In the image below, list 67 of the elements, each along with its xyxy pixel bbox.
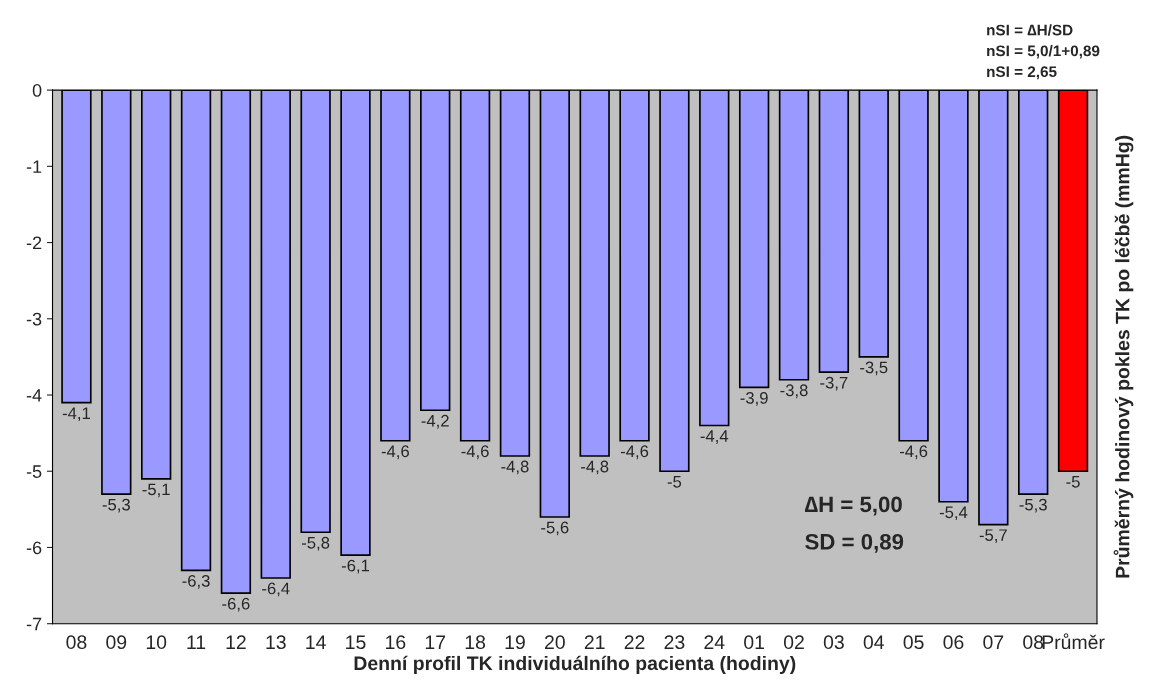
text: nSI = ∆H/SD	[987, 24, 1073, 36]
data-label: -6,6	[222, 597, 250, 612]
x-tick-label: 01	[744, 635, 765, 650]
data-label: -3,7	[820, 376, 848, 391]
data-label: -5	[667, 476, 682, 488]
data-label: -6,1	[341, 559, 370, 574]
data-label: -4,6	[381, 445, 409, 460]
data-label: -4,8	[581, 460, 609, 475]
y-tick-label: -7	[26, 617, 42, 631]
data-label: -3,5	[860, 361, 888, 376]
x-tick-label: 06	[943, 635, 964, 650]
y-tick-label: 0	[32, 84, 42, 97]
x-tick-label: 24	[704, 635, 725, 649]
x-tick-label: 19	[505, 635, 525, 650]
x-tick-label: 18	[465, 635, 486, 650]
text: nSI = 2,65	[987, 66, 1057, 80]
text: nSI = 5,0/1+0,89	[987, 45, 1100, 59]
x-tick-label: 21	[584, 635, 605, 649]
x-tick-label: 08	[66, 635, 87, 650]
annotation: ∆H = 5,00	[805, 496, 902, 516]
x-tick-label: 02	[783, 635, 804, 650]
x-tick-label: 14	[306, 635, 326, 649]
data-label: -4,2	[421, 414, 449, 429]
y-tick-label: -3	[26, 312, 42, 326]
x-axis-title: Denní profil TK individuálního pacienta (hodiny)	[354, 655, 796, 675]
data-label: -5,6	[541, 521, 569, 536]
x-tick-label: 11	[187, 635, 206, 649]
x-tick-label: 05	[903, 635, 924, 650]
y-tick-label: -4	[26, 389, 42, 402]
data-label: -4,8	[501, 460, 529, 475]
x-tick-label: 15	[346, 635, 366, 650]
data-label: -5,7	[979, 529, 1007, 543]
data-label: -5,1	[142, 483, 170, 498]
y-tick-label: -6	[26, 541, 42, 555]
x-tick-label: 08	[1023, 635, 1044, 650]
y-axis-title: Průměrný hodinový pokles TK po léčbě (mmHg)	[1113, 135, 1134, 578]
x-tick-label: 04	[863, 635, 884, 650]
data-label: -5,3	[1019, 498, 1047, 513]
x-tick-label: 03	[823, 635, 844, 650]
data-label: -4,6	[620, 445, 649, 460]
data-label: -5	[1066, 476, 1080, 488]
y-tick-label: -1	[26, 160, 42, 173]
x-tick-label: 10	[146, 635, 167, 650]
y-tick-label: -5	[26, 465, 42, 478]
x-tick-label: 13	[266, 635, 286, 650]
x-tick-label: 09	[106, 635, 127, 650]
data-label: -3,8	[780, 384, 808, 399]
data-label: -3,9	[740, 391, 768, 406]
data-label: -5,3	[102, 498, 130, 513]
x-tick-label: 12	[226, 635, 246, 649]
x-tick-label: Průměr	[1042, 633, 1105, 650]
x-tick-label: 23	[664, 635, 685, 650]
x-tick-label: 22	[624, 635, 645, 649]
data-label: -4,6	[899, 445, 928, 460]
annotation: SD = 0,89	[805, 533, 904, 553]
data-label: -4,1	[62, 407, 90, 422]
data-label: -5,4	[939, 506, 968, 521]
x-tick-label: 16	[386, 635, 406, 650]
x-tick-label: 17	[425, 635, 446, 649]
x-tick-label: 20	[544, 635, 565, 650]
data-label: -4,6	[461, 445, 489, 460]
x-tick-label: 07	[983, 635, 1004, 650]
data-label: -6,4	[262, 582, 290, 597]
data-label: -5,8	[302, 536, 330, 551]
data-label: -4,4	[700, 430, 729, 444]
data-label: -6,3	[182, 574, 210, 589]
y-tick-label: -2	[26, 236, 42, 250]
